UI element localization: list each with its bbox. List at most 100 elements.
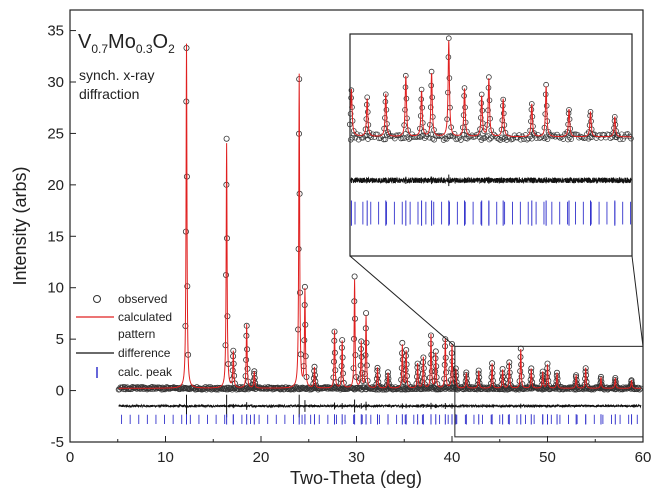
observed-point-peak-10 (351, 273, 358, 280)
observed-point (518, 136, 524, 143)
observed-point-peak-28 (507, 382, 514, 389)
observed-point (499, 134, 505, 141)
observed-point-peak-35 (584, 383, 591, 390)
observed-point (396, 132, 403, 138)
compound-formula: V0.7Mo0.3O2 (78, 31, 175, 56)
y-tick-label: 10 (47, 280, 64, 297)
observed-point-peak-7 (313, 382, 320, 389)
observed-point (483, 133, 489, 140)
observed-point (406, 136, 412, 142)
observed-point (634, 386, 640, 393)
x-tick-label: 60 (635, 449, 652, 466)
x-axis-label: Two-Theta (deg) (290, 468, 422, 488)
observed-point-peak-36 (599, 384, 606, 391)
observed-point (448, 132, 455, 139)
observed-point-peak-26 (490, 382, 497, 389)
legend-label-calculated: calculated (118, 310, 172, 324)
observed-point (425, 386, 432, 393)
data-layer (115, 43, 644, 425)
legend-label-calc-peak: calc. peak (118, 365, 173, 379)
x-tick-label: 10 (157, 449, 174, 466)
difference-curve (118, 403, 642, 409)
x-tick-label: 50 (539, 449, 556, 466)
annotation-line-2: diffraction (79, 86, 139, 102)
legend: observed calculated pattern difference c… (76, 292, 173, 379)
y-tick-label: 5 (56, 331, 64, 348)
observed-point-peak-33 (502, 129, 509, 136)
zoom-connector-left (349, 255, 456, 347)
inset-data (346, 35, 634, 226)
y-tick-label: -5 (51, 434, 64, 451)
observed-point (451, 131, 458, 137)
observed-point (541, 135, 548, 142)
x-tick-label: 40 (444, 449, 461, 466)
observed-point (349, 135, 356, 141)
observed-point (628, 135, 634, 142)
legend-label-difference: difference (118, 346, 171, 360)
observed-point (488, 135, 494, 141)
observed-point (622, 384, 629, 391)
y-tick-label: 20 (47, 177, 64, 194)
observed-point (636, 386, 643, 393)
observed-point-peak-38 (614, 132, 620, 138)
observed-point (585, 136, 592, 142)
observed-point-peak-23 (346, 121, 353, 128)
observed-point-peak-30 (464, 128, 470, 135)
observed-point (617, 136, 623, 143)
observed-point (426, 134, 433, 141)
observed-point (480, 135, 486, 141)
legend-label-observed: observed (118, 292, 167, 306)
observed-point (516, 132, 522, 138)
y-tick-label: 15 (47, 228, 64, 245)
observed-point (455, 135, 461, 142)
zoom-region-box (454, 345, 644, 438)
y-tick-label: 30 (47, 74, 64, 91)
observed-point (429, 135, 436, 142)
observed-point-peak-24 (366, 129, 373, 136)
observed-point (404, 134, 411, 140)
zoom-connector-right (631, 255, 644, 347)
observed-point-peak-4 (252, 383, 259, 390)
observed-point (354, 131, 360, 137)
observed-point-peak-37 (589, 131, 596, 138)
calculated-curve (118, 43, 641, 389)
observed-point (500, 136, 507, 142)
y-tick-label: 25 (47, 125, 64, 142)
observed-point (475, 131, 482, 137)
annotation-line-1: synch. x-ray (79, 67, 154, 83)
y-axis-label: Intensity (arbs) (10, 166, 30, 285)
observed-point (458, 137, 464, 143)
observed-point (352, 135, 359, 141)
inset-plot (346, 33, 644, 438)
x-tick-label: 20 (253, 449, 270, 466)
observed-point-peak-34 (531, 130, 537, 136)
observed-point-peak-29 (445, 35, 452, 41)
observed-point (615, 132, 622, 139)
observed-point-peak-23 (347, 111, 354, 117)
observed-point (316, 385, 323, 392)
difference-curve (350, 176, 632, 185)
observed-point-peak-37 (613, 384, 620, 391)
observed-point (373, 131, 379, 138)
observed-point-peak-13 (376, 382, 383, 389)
x-tick-label: 0 (66, 449, 74, 466)
legend-marker-observed (93, 295, 101, 303)
observed-point-peak-24 (464, 383, 471, 390)
observed-point-peak-1 (223, 135, 230, 142)
x-tick-label: 30 (348, 449, 365, 466)
observed-point (486, 136, 493, 143)
calculated-curve (350, 40, 632, 138)
observed-point (365, 136, 371, 142)
observed-point-peak-36 (568, 131, 575, 138)
observed-point (579, 134, 585, 141)
inset-frame (349, 33, 633, 257)
observed-point (491, 131, 497, 138)
observed-point (363, 132, 370, 139)
observed-point (544, 136, 551, 142)
observed-point (440, 137, 447, 143)
observed-point (507, 135, 513, 141)
observed-point-peak-32 (546, 382, 553, 389)
y-tick-label: 35 (47, 23, 64, 40)
